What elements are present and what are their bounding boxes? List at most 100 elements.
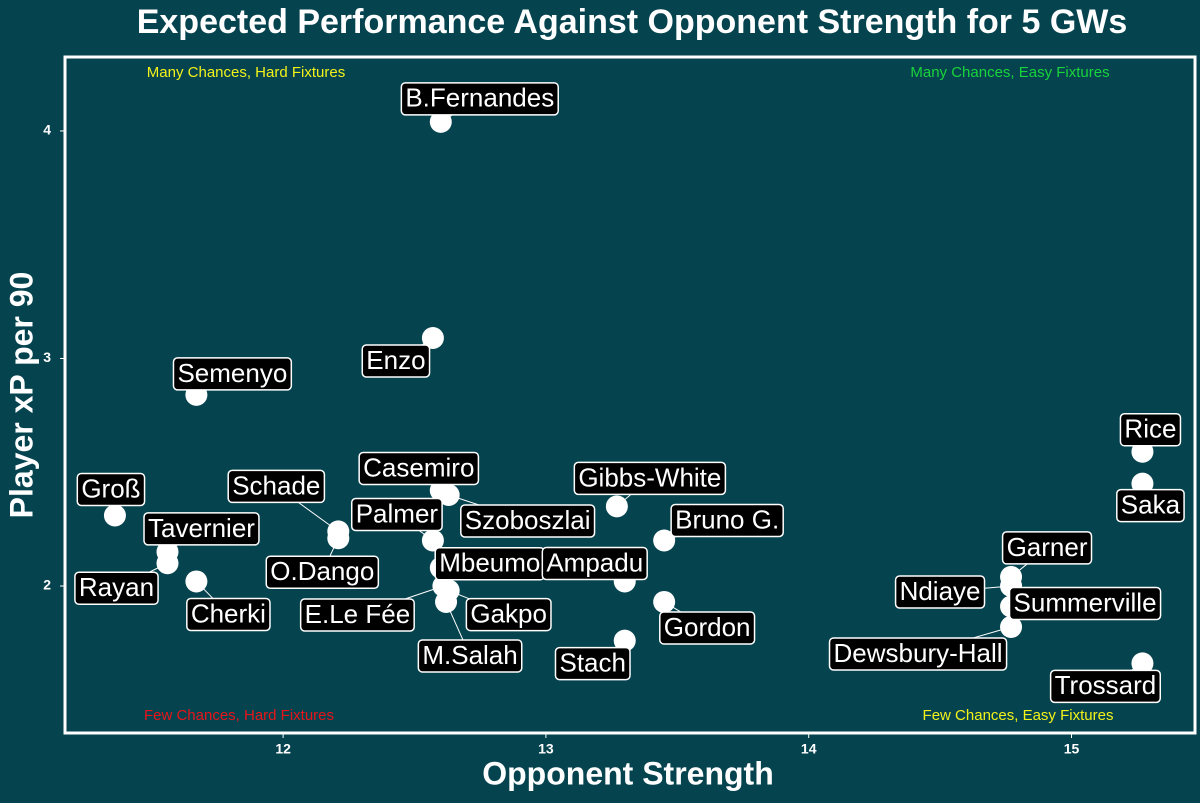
point-label-group: Mbeumo [434,547,546,581]
point-labels: B.Fernandes Enzo Semenyo Groß Tavernier Rayan… [74,82,1185,704]
point [653,529,676,552]
point-label-group: Bruno G. [670,503,784,538]
point [421,529,444,552]
point-label: Garner [1007,532,1088,562]
point-label: Ndiaye [900,576,981,606]
label-box [74,571,159,606]
point [103,504,126,527]
label-box [828,637,1008,671]
y-tick-label: 4 [43,122,51,138]
point-label-group: Rayan [74,571,159,606]
point-label: Trossard [1055,670,1157,700]
label-box [1116,488,1185,523]
label-box [265,555,380,589]
label-box [573,461,727,496]
point-label-group: Semenyo [172,357,293,391]
point-label: Mbeumo [439,548,540,578]
y-tick-label: 2 [43,577,51,593]
chart-title: Expected Performance Against Opponent St… [137,3,1128,41]
point [605,495,628,518]
point-label: Dewsbury-Hall [834,638,1003,668]
point-label: Summerville [1014,587,1157,617]
point-label-group: Schade [227,469,326,504]
label-box [1049,669,1162,704]
point-label: Gordon [664,612,751,642]
point-label-group: Trossard [1049,669,1162,704]
label-box [361,344,431,378]
label-box [143,512,260,546]
label-box [1119,413,1182,447]
point-label-group: Rice [1119,413,1182,447]
point-label: Enzo [366,345,425,375]
point-label: Palmer [356,498,439,528]
point-label-group: Garner [1001,531,1093,565]
label-box [460,504,596,538]
point [185,570,208,593]
label-box [400,82,559,116]
point-label-group: E.Le Fée [299,598,415,632]
label-box [358,451,480,486]
label-box [1001,531,1093,565]
point-label: B.Fernandes [405,83,554,113]
point [156,552,179,575]
quadrant-annotation: Few Chances, Easy Fixtures [923,707,1114,724]
label-box [554,646,631,681]
x-tick-label: 13 [538,741,554,757]
point-label: Schade [232,470,320,500]
point-label: Stach [559,647,626,677]
label-box [1008,586,1162,621]
label-box [659,611,756,645]
label-box [227,469,326,504]
quadrant-annotation: Few Chances, Hard Fixtures [144,707,334,724]
x-tick-label: 15 [1064,741,1080,757]
point [437,579,460,602]
point-label: Bruno G. [675,504,779,534]
point-label-group: Ndiaye [894,575,986,609]
point-label-group: Palmer [350,497,443,532]
point-label-group: Cherki [186,597,271,632]
point-label-group: Saka [1116,488,1185,523]
point-label-group: Ampadu [541,546,648,581]
label-box [670,503,784,538]
point-label-group: Enzo [361,344,431,378]
point-label: Szoboszlai [465,505,591,535]
point-label-group: Summerville [1008,586,1162,621]
point-label: Tavernier [148,513,255,543]
y-tick-label: 3 [43,349,51,365]
label-box [186,597,271,632]
x-tick-label: 14 [801,741,817,757]
point-label: Rayan [79,572,154,602]
point-label-group: Gibbs-White [573,461,727,496]
point [613,629,636,652]
x-tick-label: 12 [275,741,291,757]
point-label: Cherki [191,598,266,628]
label-box [172,357,293,391]
plot-frame [63,55,1197,735]
point-label-group: Dewsbury-Hall [828,637,1008,671]
point-label: Casemiro [363,452,474,482]
point [1131,652,1154,675]
label-box [541,546,648,581]
point [327,527,350,550]
point-label-group: Szoboszlai [460,504,596,538]
point-label: O.Dango [270,556,374,586]
point-label-group: Tavernier [143,512,260,546]
label-box [76,472,146,507]
quadrant-annotation: Many Chances, Easy Fixtures [910,64,1109,81]
quadrant-annotation: Many Chances, Hard Fixtures [147,64,345,81]
point-label: Saka [1121,489,1181,519]
point-label-group: Groß [76,472,146,507]
point-label: Gakpo [470,598,547,628]
point-label-group: B.Fernandes [400,82,559,116]
label-box [417,639,523,673]
point-label: Ampadu [546,547,643,577]
label-box [350,497,443,532]
point-label: M.Salah [422,640,517,670]
point [421,327,444,350]
point [653,590,676,613]
point-label: Groß [81,473,140,503]
point-label-group: M.Salah [417,639,523,673]
point [1000,615,1023,638]
